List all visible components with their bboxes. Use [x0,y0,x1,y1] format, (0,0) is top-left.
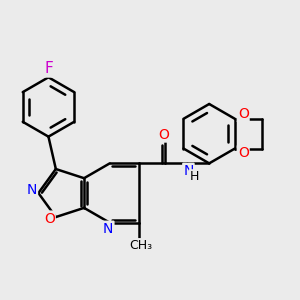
Text: CH₃: CH₃ [129,239,152,252]
Text: N: N [103,222,113,236]
Text: O: O [238,107,249,122]
Text: F: F [44,61,53,76]
Text: O: O [238,146,249,160]
Text: N: N [183,164,194,178]
Text: O: O [158,128,169,142]
Text: O: O [44,212,55,226]
Text: H: H [190,170,199,183]
Text: N: N [27,183,37,197]
